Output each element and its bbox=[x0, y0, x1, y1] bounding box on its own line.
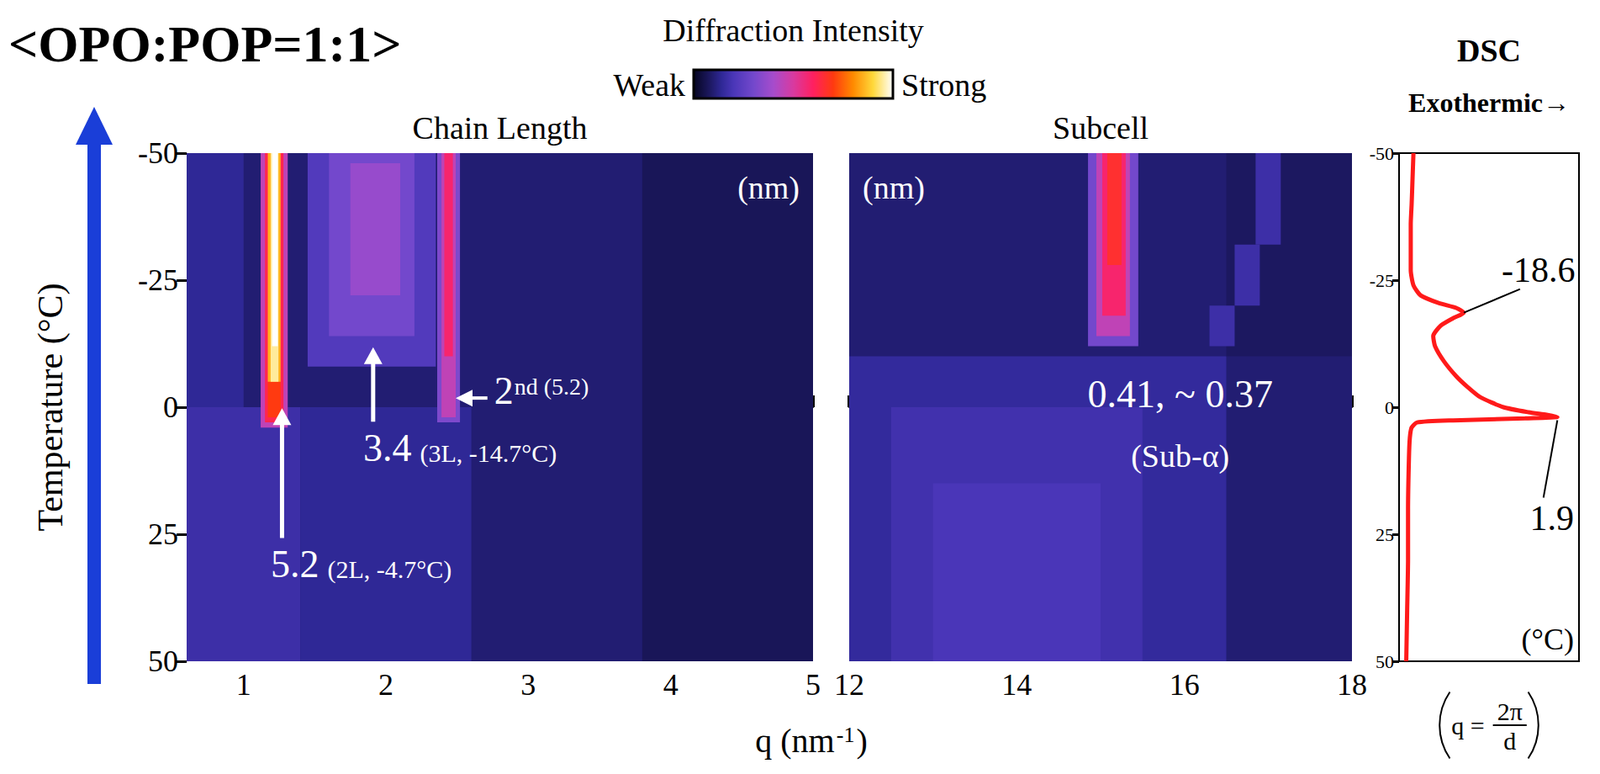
svg-text:1.9: 1.9 bbox=[1530, 498, 1575, 538]
svg-text:2: 2 bbox=[378, 667, 394, 702]
svg-text:DSC: DSC bbox=[1457, 32, 1521, 69]
svg-text:1: 1 bbox=[236, 667, 252, 702]
svg-text:Strong: Strong bbox=[901, 67, 987, 103]
svg-text:2π: 2π bbox=[1497, 697, 1523, 725]
svg-text:(5.2): (5.2) bbox=[543, 373, 590, 400]
svg-text:(°C): (°C) bbox=[1521, 622, 1574, 656]
svg-text:18: 18 bbox=[1336, 667, 1368, 702]
svg-text:q =: q = bbox=[1451, 711, 1484, 740]
svg-text:14: 14 bbox=[1001, 667, 1032, 702]
svg-text:Weak: Weak bbox=[612, 67, 686, 103]
svg-text:25: 25 bbox=[147, 517, 179, 551]
svg-text:-18.6: -18.6 bbox=[1501, 250, 1576, 290]
svg-text:(2L, -4.7°C): (2L, -4.7°C) bbox=[327, 554, 452, 584]
svg-text:(3L, -14.7°C): (3L, -14.7°C) bbox=[419, 438, 557, 468]
svg-text:): ) bbox=[855, 721, 867, 760]
svg-text:0: 0 bbox=[163, 390, 179, 424]
svg-text:0: 0 bbox=[1384, 396, 1395, 418]
svg-text:50: 50 bbox=[1375, 650, 1395, 672]
svg-text:(Sub-α): (Sub-α) bbox=[1130, 438, 1230, 475]
svg-text:25: 25 bbox=[1375, 523, 1395, 545]
svg-text:(nm): (nm) bbox=[862, 169, 925, 206]
svg-text:12: 12 bbox=[834, 667, 865, 702]
svg-text:5: 5 bbox=[805, 667, 821, 702]
svg-text:-25: -25 bbox=[1369, 269, 1395, 291]
svg-text:16: 16 bbox=[1169, 667, 1200, 702]
svg-text:Chain Length: Chain Length bbox=[412, 110, 588, 146]
svg-text:0.41, ~ 0.37: 0.41, ~ 0.37 bbox=[1087, 372, 1273, 416]
svg-text:2: 2 bbox=[494, 369, 514, 412]
svg-text:Diffraction Intensity: Diffraction Intensity bbox=[662, 12, 925, 48]
svg-text:-25: -25 bbox=[137, 263, 179, 297]
svg-text:-1: -1 bbox=[836, 722, 856, 747]
svg-text:3.4: 3.4 bbox=[363, 426, 412, 470]
svg-text:50: 50 bbox=[147, 644, 179, 678]
svg-text:5.2: 5.2 bbox=[270, 542, 320, 586]
svg-text:4: 4 bbox=[663, 667, 679, 702]
svg-text:d: d bbox=[1503, 726, 1516, 755]
svg-text:3: 3 bbox=[520, 667, 536, 702]
svg-text:(nm): (nm) bbox=[737, 169, 800, 206]
svg-text:q (nm: q (nm bbox=[755, 721, 835, 760]
svg-text:Temperature (°C): Temperature (°C) bbox=[31, 283, 71, 532]
svg-text:-50: -50 bbox=[137, 136, 179, 170]
svg-text:<OPO:POP=1:1>: <OPO:POP=1:1> bbox=[8, 15, 402, 73]
svg-text:nd: nd bbox=[514, 373, 539, 400]
svg-text:-50: -50 bbox=[1369, 142, 1395, 164]
svg-text:Exothermic→: Exothermic→ bbox=[1408, 87, 1570, 118]
svg-text:Subcell: Subcell bbox=[1052, 110, 1149, 146]
